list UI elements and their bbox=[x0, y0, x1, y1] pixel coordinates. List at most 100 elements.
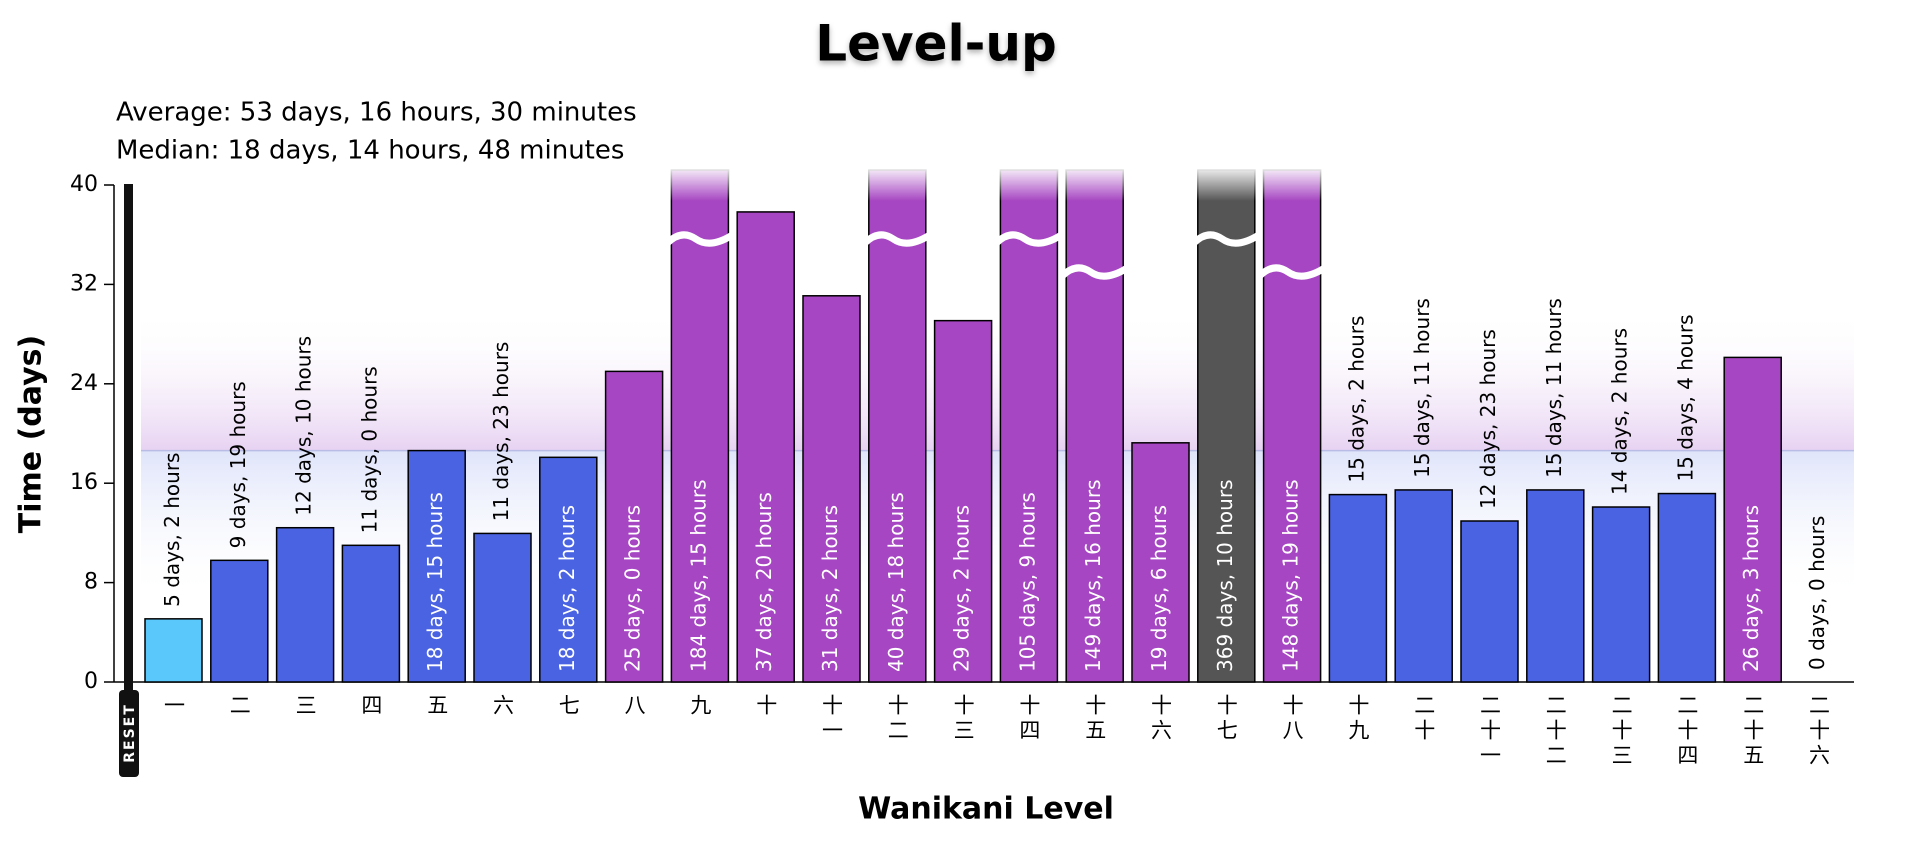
value-label: 26 days, 3 hours bbox=[1739, 505, 1763, 672]
value-label: 25 days, 0 hours bbox=[621, 505, 645, 672]
bar-break bbox=[1058, 264, 1131, 280]
value-label: 12 days, 23 hours bbox=[1476, 329, 1500, 509]
x-tick-label: 十三 bbox=[951, 694, 975, 744]
bar bbox=[210, 559, 269, 683]
value-label: 19 days, 6 hours bbox=[1147, 505, 1171, 672]
bar-break bbox=[992, 231, 1065, 247]
value-label: 12 days, 10 hours bbox=[292, 336, 316, 516]
y-axis-label: Time (days) bbox=[14, 335, 49, 533]
value-label: 29 days, 2 hours bbox=[950, 505, 974, 672]
x-tick-label: 八 bbox=[622, 694, 646, 719]
x-tick-label: 十九 bbox=[1346, 694, 1370, 744]
value-label: 14 days, 2 hours bbox=[1608, 328, 1632, 495]
bar bbox=[933, 319, 993, 683]
value-label: 149 days, 16 hours bbox=[1081, 480, 1105, 673]
value-label: 18 days, 15 hours bbox=[423, 492, 447, 672]
x-tick-label: 二十五 bbox=[1741, 694, 1765, 769]
average-text: Average: 53 days, 16 hours, 30 minutes bbox=[116, 98, 637, 128]
value-label: 0 days, 0 hours bbox=[1805, 516, 1829, 670]
x-tick-label: 二十一 bbox=[1478, 694, 1502, 769]
value-label: 9 days, 19 hours bbox=[226, 381, 250, 548]
bar-fade bbox=[1262, 169, 1322, 201]
value-label: 40 days, 18 hours bbox=[884, 492, 908, 672]
x-tick-label: 二十四 bbox=[1675, 694, 1699, 769]
x-tick-label: 七 bbox=[556, 694, 580, 719]
value-label: 11 days, 0 hours bbox=[357, 366, 381, 533]
bar bbox=[275, 526, 335, 683]
bar bbox=[1262, 169, 1322, 683]
bar bbox=[604, 370, 664, 683]
bar-break bbox=[861, 231, 934, 247]
x-tick-label: 二十 bbox=[1412, 694, 1436, 744]
x-tick-label: 十六 bbox=[1149, 694, 1173, 744]
bar bbox=[144, 618, 203, 683]
value-label: 37 days, 20 hours bbox=[752, 492, 776, 672]
x-tick-label: 二十六 bbox=[1807, 694, 1831, 769]
x-tick-label: 十五 bbox=[1083, 694, 1107, 744]
value-label: 184 days, 15 hours bbox=[686, 480, 710, 673]
bar-break bbox=[1190, 231, 1263, 247]
value-label: 15 days, 2 hours bbox=[1344, 316, 1368, 483]
bar bbox=[1131, 442, 1190, 683]
bar bbox=[1065, 169, 1124, 683]
median-text: Median: 18 days, 14 hours, 48 minutes bbox=[116, 136, 624, 166]
reset-bar[interactable] bbox=[124, 184, 133, 694]
x-tick-label: 三 bbox=[293, 694, 317, 719]
bar-fade bbox=[999, 169, 1059, 201]
median-band-upper bbox=[141, 310, 1854, 451]
y-tick-label: 0 bbox=[84, 669, 98, 694]
bar bbox=[670, 169, 730, 683]
y-tick-label: 40 bbox=[70, 172, 98, 197]
bar bbox=[736, 211, 795, 683]
x-tick-label: 二 bbox=[227, 694, 251, 719]
y-tick-label: 24 bbox=[70, 371, 98, 396]
bar bbox=[473, 532, 532, 683]
bar bbox=[1591, 506, 1651, 683]
y-tick-label: 16 bbox=[70, 470, 98, 495]
x-tick-label: 十一 bbox=[820, 694, 844, 744]
value-label: 5 days, 2 hours bbox=[160, 453, 184, 607]
y-tick-label: 32 bbox=[70, 271, 98, 296]
bar bbox=[1526, 489, 1585, 683]
bar bbox=[1460, 520, 1519, 683]
x-tick-label: 十二 bbox=[885, 694, 909, 744]
bar bbox=[1657, 492, 1717, 683]
bar-fade bbox=[1065, 169, 1125, 201]
x-tick-label: 十八 bbox=[1280, 694, 1304, 744]
reset-label[interactable]: RESET bbox=[122, 703, 138, 763]
x-tick-label: 一 bbox=[162, 694, 186, 719]
x-tick-label: 四 bbox=[359, 694, 383, 719]
x-tick-label: 十 bbox=[754, 694, 778, 719]
value-label: 15 days, 11 hours bbox=[1410, 298, 1434, 478]
x-tick-label: 九 bbox=[688, 694, 712, 719]
bar bbox=[1197, 169, 1256, 683]
value-label: 15 days, 4 hours bbox=[1673, 315, 1697, 482]
bar bbox=[1394, 489, 1453, 683]
x-tick-label: 二十二 bbox=[1543, 694, 1567, 769]
value-label: 15 days, 11 hours bbox=[1542, 298, 1566, 478]
value-label: 369 days, 10 hours bbox=[1213, 480, 1237, 673]
bar bbox=[802, 295, 861, 683]
bar-fade bbox=[1196, 169, 1256, 201]
value-label: 18 days, 2 hours bbox=[555, 505, 579, 672]
value-label: 148 days, 19 hours bbox=[1279, 480, 1303, 673]
bar-break bbox=[1256, 264, 1329, 280]
x-tick-label: 二十三 bbox=[1609, 694, 1633, 769]
reset-button[interactable]: RESET bbox=[119, 184, 139, 777]
x-axis-label: Wanikani Level bbox=[858, 792, 1114, 827]
x-tick-label: 五 bbox=[425, 694, 449, 719]
x-tick-label: 六 bbox=[491, 694, 515, 719]
reset-box[interactable] bbox=[119, 690, 139, 777]
bar bbox=[341, 544, 401, 683]
bar-fade bbox=[867, 169, 927, 201]
value-label: 11 days, 23 hours bbox=[489, 342, 513, 522]
bar-break bbox=[663, 231, 736, 247]
value-label: 31 days, 2 hours bbox=[818, 505, 842, 672]
x-tick-label: 十四 bbox=[1017, 694, 1041, 744]
x-tick-label: 十七 bbox=[1214, 694, 1238, 744]
bar bbox=[1723, 356, 1782, 683]
bar bbox=[539, 456, 598, 683]
bar-fade bbox=[670, 169, 730, 201]
chart-title: Level-up bbox=[815, 15, 1057, 73]
